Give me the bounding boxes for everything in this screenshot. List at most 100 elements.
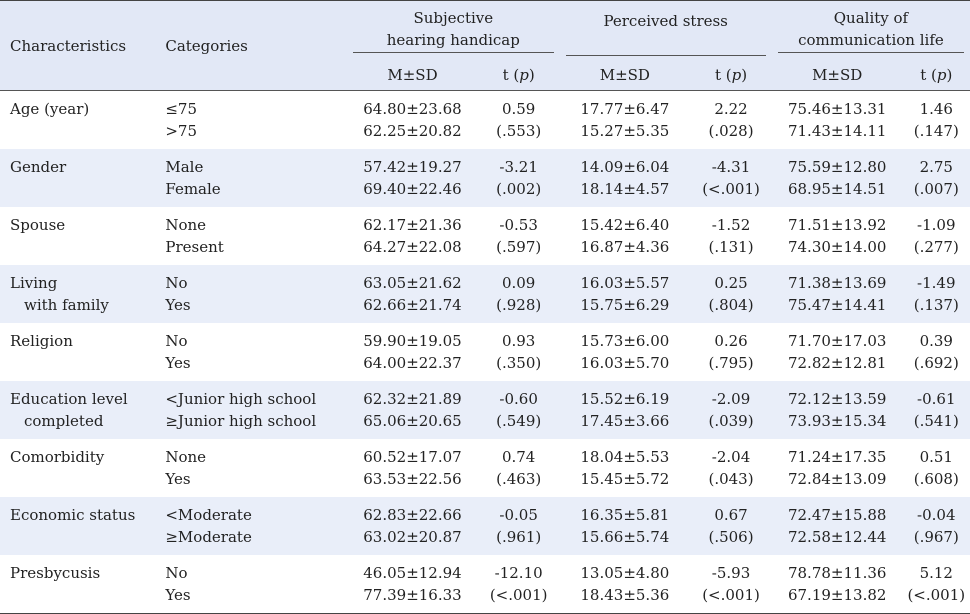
hearing-t-cell: -12.10 (<.001) bbox=[477, 555, 560, 614]
header-row-groups: Characteristics Categories Subjective he… bbox=[0, 0, 970, 91]
category-cell: <Junior high school ≥Junior high school bbox=[163, 381, 348, 439]
stress-msd-cell: 14.09±6.04 18.14±4.57 bbox=[559, 149, 691, 207]
category-cell: ≤75 >75 bbox=[165, 100, 198, 140]
header-group-hearing-handicap: Subjective hearing handicap bbox=[347, 0, 560, 59]
hearing-msd-cell: 60.52±17.07 63.53±22.56 bbox=[363, 448, 462, 488]
table-row: Gender Male Female 57.42±19.27 69.40±22.46 -3… bbox=[0, 149, 970, 207]
hearing-t-cell: 0.93 (.350) bbox=[496, 332, 542, 372]
characteristic-cell: Living with family bbox=[0, 265, 164, 323]
category-cell: None Present bbox=[165, 216, 224, 256]
hearing-msd-cell: 62.83±22.66 63.02±20.87 bbox=[347, 497, 478, 555]
stress-msd-cell: 15.42±6.40 16.87±4.36 bbox=[580, 216, 670, 256]
header-msd: M±SD bbox=[771, 59, 903, 91]
hearing-msd-cell: 62.32±21.89 65.06±20.65 bbox=[347, 381, 478, 439]
header-group-perceived-stress: Perceived stress bbox=[559, 0, 772, 59]
qcl-msd-cell: 71.51±13.92 74.30±14.00 bbox=[787, 216, 887, 256]
hearing-msd-cell: 63.05±21.62 62.66±21.74 bbox=[347, 265, 478, 323]
hearing-msd-cell: 64.80±23.68 62.25±20.82 bbox=[363, 100, 462, 140]
stress-msd-cell: 18.04±5.53 15.45±5.72 bbox=[580, 448, 670, 488]
group-title-line2: communication life bbox=[798, 31, 944, 49]
table-body: Age (year) ≤75 >75 64.80±23.68 62.25±20.82 0.… bbox=[0, 91, 970, 614]
table-row: Spouse None Present 62.17±21.36 64.27±22.08-… bbox=[0, 207, 970, 265]
stress-t-cell: -5.93 (<.001) bbox=[690, 555, 772, 614]
stress-t-cell: 0.67 (.506) bbox=[690, 497, 772, 555]
stress-t-cell: -2.04 (.043) bbox=[708, 448, 754, 488]
header-row-stats: M±SD t (p) M±SD t (p) M±SD t (p) bbox=[0, 59, 970, 91]
hearing-t-cell: 0.09 (.928) bbox=[477, 265, 560, 323]
qcl-msd-cell: 75.46±13.31 71.43±14.11 bbox=[787, 100, 887, 140]
header-characteristics: Characteristics bbox=[0, 0, 164, 91]
header-msd: M±SD bbox=[347, 59, 478, 91]
table-row: Religion No Yes 59.90±19.05 64.00±22.37 0.93(… bbox=[0, 323, 970, 381]
qcl-msd-cell: 71.38±13.69 75.47±14.41 bbox=[771, 265, 903, 323]
stress-t-cell: 0.26 (.795) bbox=[708, 332, 754, 372]
header-categories: Categories bbox=[163, 0, 348, 91]
qcl-msd-cell: 72.47±15.88 72.58±12.44 bbox=[771, 497, 903, 555]
stress-msd-cell: 15.73±6.00 16.03±5.70 bbox=[580, 332, 670, 372]
category-cell: None Yes bbox=[165, 448, 207, 488]
hearing-t-cell: -0.60 (.549) bbox=[477, 381, 560, 439]
qcl-t-cell: 0.39 (.692) bbox=[913, 332, 959, 372]
stress-msd-cell: 17.77±6.47 15.27±5.35 bbox=[580, 100, 670, 140]
stress-t-cell: -4.31 (<.001) bbox=[690, 149, 772, 207]
table-row: Age (year) ≤75 >75 64.80±23.68 62.25±20.82 0.… bbox=[0, 91, 970, 150]
stress-msd-cell: 16.03±5.57 15.75±6.29 bbox=[559, 265, 691, 323]
qcl-t-cell: -1.09 (.277) bbox=[913, 216, 959, 256]
table-row: Economic status <Moderate ≥Moderate 62.83±2… bbox=[0, 497, 970, 555]
category-cell: Male Female bbox=[163, 149, 348, 207]
hearing-msd-cell: 62.17±21.36 64.27±22.08 bbox=[363, 216, 462, 256]
group-title-line1: Perceived stress bbox=[603, 12, 728, 30]
qcl-t-cell: 5.12 (<.001) bbox=[902, 555, 970, 614]
table-row: Presbycusis No Yes 46.05±12.94 77.39±16.33 -1… bbox=[0, 555, 970, 614]
stress-t-cell: -2.09 (.039) bbox=[690, 381, 772, 439]
qcl-t-cell: -0.04 (.967) bbox=[902, 497, 970, 555]
category-cell: No Yes bbox=[163, 265, 348, 323]
hearing-msd-cell: 46.05±12.94 77.39±16.33 bbox=[347, 555, 478, 614]
category-cell: No Yes bbox=[163, 555, 348, 614]
group-title-line2: hearing handicap bbox=[386, 31, 520, 49]
qcl-msd-cell: 71.24±17.35 72.84±13.09 bbox=[787, 448, 887, 488]
header-msd: M±SD bbox=[559, 59, 691, 91]
hearing-msd-cell: 57.42±19.27 69.40±22.46 bbox=[347, 149, 478, 207]
hearing-t-cell: -0.53 (.597) bbox=[496, 216, 542, 256]
hearing-t-cell: 0.74 (.463) bbox=[496, 448, 542, 488]
header-t-p: t (p) bbox=[902, 59, 970, 91]
table-row: Education level completed <Junior high sch… bbox=[0, 381, 970, 439]
hearing-t-cell: -3.21 (.002) bbox=[477, 149, 560, 207]
category-cell: No Yes bbox=[165, 332, 191, 372]
qcl-t-cell: 0.51 (.608) bbox=[913, 448, 959, 488]
characteristic-cell: Religion bbox=[10, 332, 73, 350]
qcl-t-cell: 1.46 (.147) bbox=[913, 100, 959, 140]
group-title-line1: Quality of bbox=[833, 9, 909, 27]
qcl-t-cell: -0.61 (.541) bbox=[902, 381, 970, 439]
qcl-msd-cell: 78.78±11.36 67.19±13.82 bbox=[771, 555, 903, 614]
qcl-msd-cell: 75.59±12.80 68.95±14.51 bbox=[771, 149, 903, 207]
category-cell: <Moderate ≥Moderate bbox=[163, 497, 348, 555]
characteristic-cell: Age (year) bbox=[10, 100, 90, 118]
stress-t-cell: -1.52 (.131) bbox=[708, 216, 754, 256]
stress-msd-cell: 13.05±4.80 18.43±5.36 bbox=[559, 555, 691, 614]
characteristic-cell: Spouse bbox=[10, 216, 66, 234]
hearing-msd-cell: 59.90±19.05 64.00±22.37 bbox=[363, 332, 462, 372]
header-group-quality-of-communication: Quality of communication life bbox=[771, 0, 970, 59]
qcl-msd-cell: 71.70±17.03 72.82±12.81 bbox=[787, 332, 887, 372]
qcl-t-cell: 2.75 (.007) bbox=[902, 149, 970, 207]
table-row: Living with family No Yes 63.05±21.62 62.66±2… bbox=[0, 265, 970, 323]
stress-t-cell: 0.25 (.804) bbox=[690, 265, 772, 323]
header-t-p: t (p) bbox=[690, 59, 772, 91]
characteristic-cell: Economic status bbox=[0, 497, 164, 555]
table-row: Comorbidity None Yes 60.52±17.07 63.53±22.56… bbox=[0, 439, 970, 497]
characteristic-cell: Education level completed bbox=[0, 381, 164, 439]
characteristic-cell: Presbycusis bbox=[0, 555, 164, 614]
stress-msd-cell: 15.52±6.19 17.45±3.66 bbox=[559, 381, 691, 439]
stress-msd-cell: 16.35±5.81 15.66±5.74 bbox=[559, 497, 691, 555]
characteristic-cell: Gender bbox=[0, 149, 164, 207]
qcl-msd-cell: 72.12±13.59 73.93±15.34 bbox=[771, 381, 903, 439]
hearing-t-cell: -0.05 (.961) bbox=[477, 497, 560, 555]
hearing-t-cell: 0.59 (.553) bbox=[496, 100, 542, 140]
stress-t-cell: 2.22 (.028) bbox=[708, 100, 754, 140]
header-t-p: t (p) bbox=[477, 59, 560, 91]
characteristic-cell: Comorbidity bbox=[10, 448, 105, 466]
